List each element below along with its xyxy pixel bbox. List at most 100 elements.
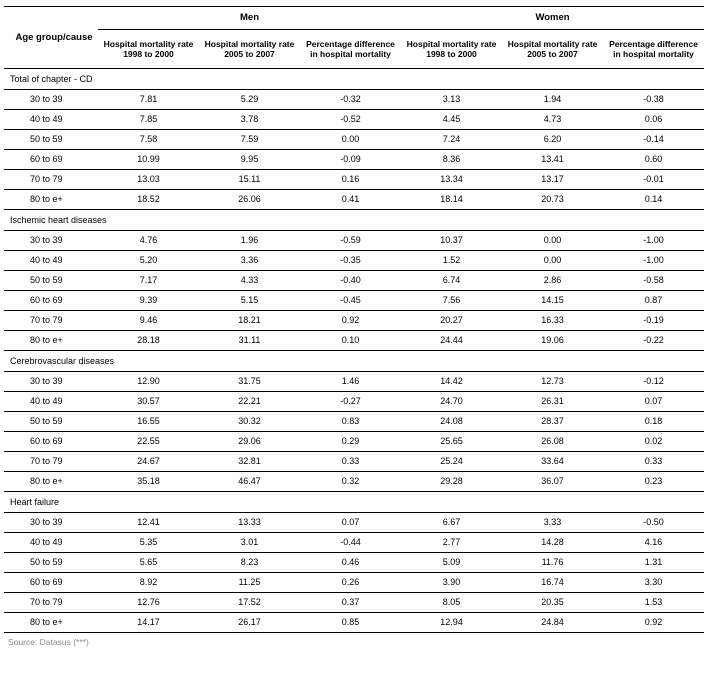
- table-row: 60 to 6922.5529.060.2925.6526.080.02: [4, 432, 704, 452]
- cell-women-rate-05-07: 11.76: [502, 553, 603, 573]
- cell-men-pct-diff: 0.46: [300, 553, 401, 573]
- cell-men-rate-05-07: 26.17: [199, 613, 300, 633]
- cell-women-pct-diff: 0.87: [603, 291, 704, 311]
- table-row: 70 to 7924.6732.810.3325.2433.640.33: [4, 452, 704, 472]
- cell-men-rate-98-00: 7.85: [98, 110, 199, 130]
- cell-men-rate-98-00: 5.65: [98, 553, 199, 573]
- cell-men-rate-05-07: 7.59: [199, 130, 300, 150]
- cell-women-rate-05-07: 16.33: [502, 311, 603, 331]
- cell-women-rate-98-00: 7.56: [401, 291, 502, 311]
- cell-women-pct-diff: -0.22: [603, 331, 704, 351]
- cell-men-pct-diff: -0.27: [300, 392, 401, 412]
- cell-age-label: 70 to 79: [4, 593, 98, 613]
- section-title: Cerebrovascular diseases: [4, 351, 704, 372]
- cell-men-rate-05-07: 30.32: [199, 412, 300, 432]
- cell-men-rate-98-00: 30.57: [98, 392, 199, 412]
- cell-men-rate-98-00: 7.81: [98, 90, 199, 110]
- cell-men-rate-05-07: 4.33: [199, 271, 300, 291]
- cell-women-rate-98-00: 2.77: [401, 533, 502, 553]
- cell-men-rate-98-00: 22.55: [98, 432, 199, 452]
- cell-women-rate-98-00: 25.65: [401, 432, 502, 452]
- cell-men-rate-05-07: 26.06: [199, 190, 300, 210]
- cell-men-rate-05-07: 3.01: [199, 533, 300, 553]
- section-title: Ischemic heart diseases: [4, 210, 704, 231]
- cell-men-pct-diff: -0.35: [300, 251, 401, 271]
- table-row: 80 to e+28.1831.110.1024.4419.06-0.22: [4, 331, 704, 351]
- cell-age-label: 60 to 69: [4, 432, 98, 452]
- cell-men-rate-05-07: 3.36: [199, 251, 300, 271]
- cell-age-label: 70 to 79: [4, 311, 98, 331]
- table-row: 60 to 6910.999.95-0.098.3613.410.60: [4, 150, 704, 170]
- table-row: 50 to 597.174.33-0.406.742.86-0.58: [4, 271, 704, 291]
- cell-men-pct-diff: 0.29: [300, 432, 401, 452]
- table-row: 50 to 595.658.230.465.0911.761.31: [4, 553, 704, 573]
- cell-men-pct-diff: 0.33: [300, 452, 401, 472]
- cell-women-rate-98-00: 8.05: [401, 593, 502, 613]
- cell-men-pct-diff: -0.40: [300, 271, 401, 291]
- cell-women-pct-diff: -0.12: [603, 372, 704, 392]
- table-row: 80 to e+35.1846.470.3229.2836.070.23: [4, 472, 704, 492]
- cell-men-rate-05-07: 22.21: [199, 392, 300, 412]
- cell-men-pct-diff: -0.52: [300, 110, 401, 130]
- cell-men-rate-98-00: 4.76: [98, 231, 199, 251]
- cell-women-rate-98-00: 6.74: [401, 271, 502, 291]
- table-row: 70 to 7913.0315.110.1613.3413.17-0.01: [4, 170, 704, 190]
- cell-men-pct-diff: 0.32: [300, 472, 401, 492]
- section-row: Total of chapter - CD: [4, 69, 704, 90]
- cell-men-rate-98-00: 9.46: [98, 311, 199, 331]
- cell-women-pct-diff: 1.53: [603, 593, 704, 613]
- cell-women-rate-05-07: 6.20: [502, 130, 603, 150]
- cell-women-pct-diff: -0.58: [603, 271, 704, 291]
- cell-men-pct-diff: -0.32: [300, 90, 401, 110]
- cell-age-label: 60 to 69: [4, 291, 98, 311]
- cell-women-pct-diff: 0.14: [603, 190, 704, 210]
- cell-men-pct-diff: 0.10: [300, 331, 401, 351]
- cell-women-rate-98-00: 14.42: [401, 372, 502, 392]
- cell-men-rate-98-00: 12.76: [98, 593, 199, 613]
- table-row: 60 to 699.395.15-0.457.5614.150.87: [4, 291, 704, 311]
- cell-women-pct-diff: 0.92: [603, 613, 704, 633]
- cell-women-rate-05-07: 20.35: [502, 593, 603, 613]
- cell-men-rate-98-00: 5.20: [98, 251, 199, 271]
- cell-age-label: 30 to 39: [4, 372, 98, 392]
- cell-women-rate-05-07: 19.06: [502, 331, 603, 351]
- table-row: 50 to 5916.5530.320.8324.0828.370.18: [4, 412, 704, 432]
- section-row: Heart failure: [4, 492, 704, 513]
- cell-women-rate-98-00: 1.52: [401, 251, 502, 271]
- table-row: 40 to 497.853.78-0.524.454.730.06: [4, 110, 704, 130]
- cell-age-label: 40 to 49: [4, 251, 98, 271]
- cell-men-pct-diff: -0.45: [300, 291, 401, 311]
- cell-men-pct-diff: -0.44: [300, 533, 401, 553]
- cell-women-pct-diff: 1.31: [603, 553, 704, 573]
- table-row: 40 to 495.353.01-0.442.7714.284.16: [4, 533, 704, 553]
- header-women-rate-98-00: Hospital mortality rate 1998 to 2000: [401, 30, 502, 69]
- cell-women-rate-98-00: 5.09: [401, 553, 502, 573]
- cell-men-rate-05-07: 11.25: [199, 573, 300, 593]
- cell-men-rate-98-00: 12.90: [98, 372, 199, 392]
- cell-men-rate-05-07: 31.11: [199, 331, 300, 351]
- cell-women-rate-98-00: 12.94: [401, 613, 502, 633]
- cell-men-rate-05-07: 5.15: [199, 291, 300, 311]
- cell-men-pct-diff: 0.00: [300, 130, 401, 150]
- table-row: 40 to 4930.5722.21-0.2724.7026.310.07: [4, 392, 704, 412]
- cell-women-rate-05-07: 26.08: [502, 432, 603, 452]
- cell-men-pct-diff: 0.07: [300, 513, 401, 533]
- cell-men-pct-diff: 1.46: [300, 372, 401, 392]
- section-title: Heart failure: [4, 492, 704, 513]
- cell-women-pct-diff: 0.18: [603, 412, 704, 432]
- cell-women-rate-05-07: 20.73: [502, 190, 603, 210]
- cell-men-pct-diff: 0.41: [300, 190, 401, 210]
- cell-women-rate-98-00: 24.08: [401, 412, 502, 432]
- cell-men-rate-98-00: 28.18: [98, 331, 199, 351]
- cell-men-rate-05-07: 29.06: [199, 432, 300, 452]
- table-row: 30 to 3912.4113.330.076.673.33-0.50: [4, 513, 704, 533]
- cell-women-pct-diff: 0.06: [603, 110, 704, 130]
- cell-women-pct-diff: 0.02: [603, 432, 704, 452]
- cell-men-rate-05-07: 5.29: [199, 90, 300, 110]
- cell-men-rate-98-00: 9.39: [98, 291, 199, 311]
- cell-women-rate-98-00: 18.14: [401, 190, 502, 210]
- cell-men-pct-diff: 0.92: [300, 311, 401, 331]
- cell-women-rate-98-00: 25.24: [401, 452, 502, 472]
- cell-men-rate-98-00: 7.17: [98, 271, 199, 291]
- cell-men-rate-98-00: 24.67: [98, 452, 199, 472]
